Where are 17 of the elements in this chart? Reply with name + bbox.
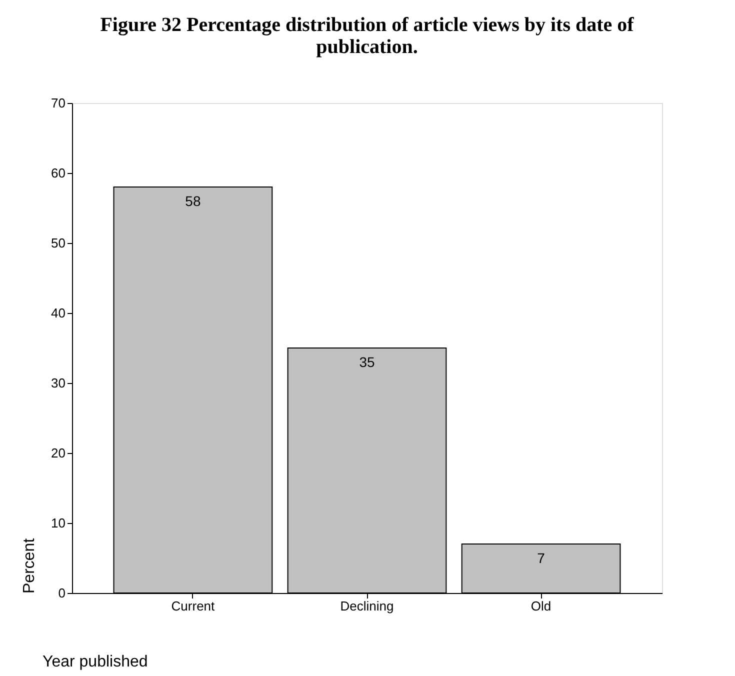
y-tick-label: 20 <box>51 446 66 460</box>
x-tick-label: Old <box>530 598 552 614</box>
y-tick-label: 40 <box>51 306 66 320</box>
data-label: 7 <box>537 550 546 566</box>
y-tick-label: 30 <box>51 376 66 390</box>
y-tick-label: 50 <box>51 236 66 250</box>
x-tick-label: Current <box>171 598 216 614</box>
x-axis-title: Year published <box>42 654 148 670</box>
y-axis-title: Percent <box>21 538 38 594</box>
data-label: 58 <box>185 193 201 209</box>
data-label: 35 <box>359 354 375 370</box>
y-tick-label: 70 <box>51 96 66 110</box>
y-tick-label: 0 <box>58 586 66 600</box>
chart-title: Figure 32 Percentage distribution of article views by its date of publication. <box>100 14 634 58</box>
y-tick-label: 10 <box>51 516 66 530</box>
x-tick-label: Declining <box>340 598 394 614</box>
y-tick-label: 60 <box>51 166 66 180</box>
